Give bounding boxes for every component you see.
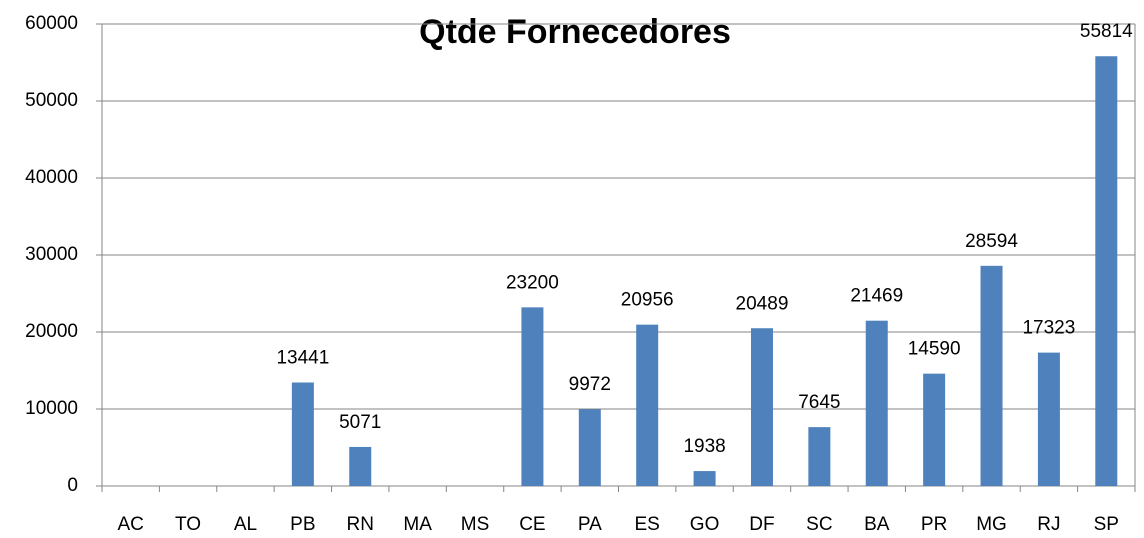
x-tick-label: MG	[976, 514, 1007, 535]
y-tick-label: 0	[67, 475, 78, 496]
data-label: 5071	[339, 412, 381, 433]
chart-title: Qtde Fornecedores	[419, 13, 731, 51]
x-tick-label: CE	[519, 514, 545, 535]
y-tick-label: 50000	[25, 90, 78, 111]
x-tick-label: GO	[690, 514, 720, 535]
x-tick-label: BA	[864, 514, 890, 535]
data-label: 7645	[798, 392, 840, 413]
data-label: 20489	[736, 293, 789, 314]
bar	[578, 409, 601, 486]
bar	[923, 373, 946, 486]
bar	[865, 320, 888, 486]
x-tick-label: RJ	[1037, 514, 1060, 535]
bar	[808, 427, 831, 486]
data-label: 1938	[683, 436, 725, 457]
bar	[291, 382, 314, 486]
x-tick-label: MA	[403, 514, 432, 535]
x-tick-label: AL	[234, 514, 257, 535]
data-label: 21469	[850, 286, 903, 307]
x-tick-label: DF	[749, 514, 774, 535]
bar	[750, 328, 773, 486]
data-label: 55814	[1080, 21, 1133, 42]
data-label: 14590	[908, 339, 961, 360]
bar	[693, 471, 716, 486]
data-label: 23200	[506, 272, 559, 293]
x-tick-label: PA	[578, 514, 602, 535]
x-tick-label: RN	[347, 514, 374, 535]
bar	[980, 265, 1003, 486]
bar	[636, 324, 659, 486]
data-label: 13441	[276, 348, 329, 369]
data-label: 17323	[1022, 318, 1075, 339]
x-tick-label: AC	[117, 514, 143, 535]
y-tick-label: 10000	[25, 398, 78, 419]
y-tick-label: 40000	[25, 167, 78, 188]
bar	[349, 446, 372, 486]
y-tick-label: 60000	[25, 13, 78, 34]
bar	[1037, 352, 1060, 486]
data-label: 28594	[965, 231, 1018, 252]
x-tick-label: SC	[806, 514, 832, 535]
y-tick-label: 30000	[25, 244, 78, 265]
y-tick-label: 20000	[25, 321, 78, 342]
x-tick-label: TO	[175, 514, 201, 535]
bar	[521, 307, 544, 486]
x-tick-label: PR	[921, 514, 947, 535]
x-tick-label: MS	[461, 514, 490, 535]
bar	[1095, 56, 1118, 486]
data-label: 20956	[621, 290, 674, 311]
x-tick-label: ES	[635, 514, 660, 535]
data-label: 9972	[569, 374, 611, 395]
x-tick-label: PB	[290, 514, 315, 535]
x-tick-label: SP	[1094, 514, 1119, 535]
